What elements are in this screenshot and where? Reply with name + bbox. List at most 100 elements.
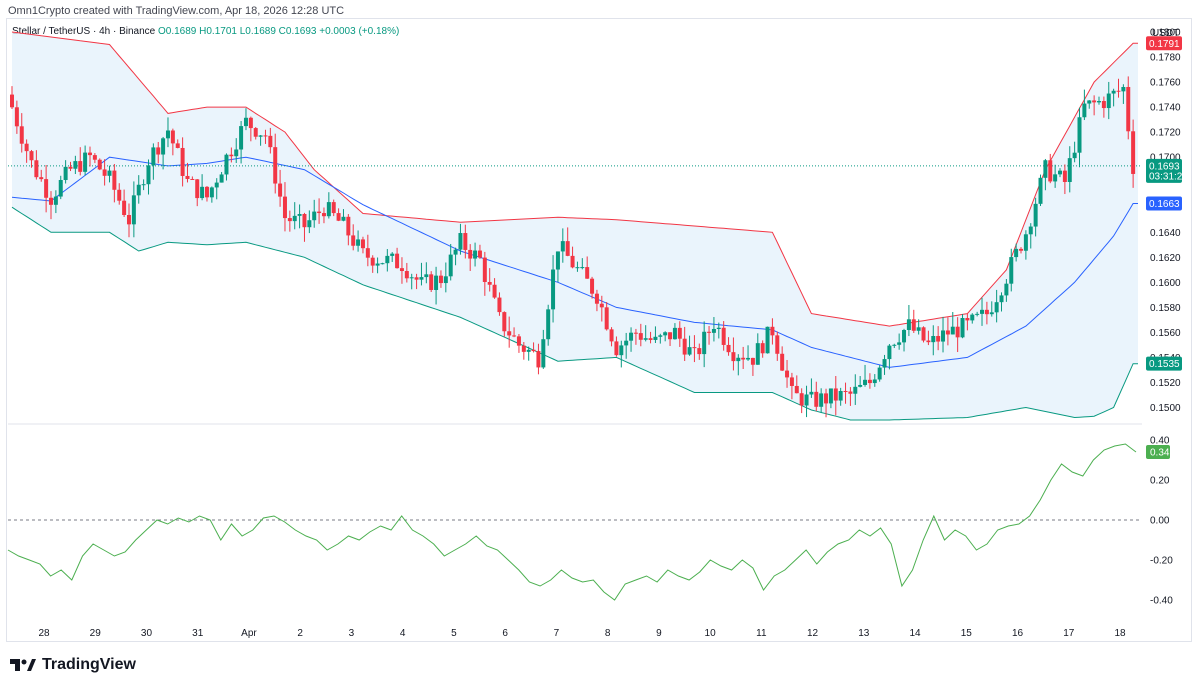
price-tag <box>1146 36 1182 51</box>
candle <box>1092 100 1097 103</box>
candle <box>385 255 390 264</box>
candle <box>200 186 205 199</box>
candle <box>867 379 872 384</box>
candle <box>624 340 629 346</box>
candle <box>102 169 107 176</box>
candle <box>1009 257 1014 284</box>
candle <box>775 335 780 354</box>
candle <box>575 267 580 269</box>
price-tag-label: 0.1535 <box>1149 359 1180 370</box>
candle <box>297 213 302 216</box>
price-tag-label: 0.1693 <box>1149 161 1180 172</box>
candle <box>39 177 44 180</box>
chart-frame <box>6 18 1192 642</box>
oscillator-axis-label: -0.40 <box>1150 596 1173 607</box>
time-axis-label: 10 <box>705 628 717 639</box>
candle <box>1106 93 1111 109</box>
candle <box>214 182 219 188</box>
candle <box>234 149 239 157</box>
candle <box>687 347 692 355</box>
candle <box>1087 100 1092 104</box>
time-axis-label: 17 <box>1063 628 1075 639</box>
candle <box>1111 90 1116 94</box>
candle <box>380 263 385 265</box>
candle <box>497 297 502 313</box>
candle <box>317 211 322 214</box>
price-tag-label: 0.1663 <box>1149 199 1180 210</box>
candle <box>239 126 244 150</box>
candle <box>1126 86 1131 132</box>
candle <box>112 170 117 190</box>
candle <box>1082 103 1087 118</box>
candle <box>560 241 565 252</box>
oscillator-value-label: 0.34 <box>1150 448 1170 459</box>
candle <box>365 248 370 258</box>
candle <box>911 319 916 331</box>
candle <box>107 170 112 176</box>
price-tag-label: 0.1791 <box>1149 39 1180 50</box>
candle <box>83 152 88 172</box>
candle <box>68 166 73 169</box>
candle <box>258 135 263 137</box>
candle <box>721 327 726 345</box>
candle <box>204 186 209 198</box>
candle <box>458 233 463 250</box>
oscillator-axis-label: 0.40 <box>1150 436 1170 447</box>
candle <box>731 352 736 362</box>
candle <box>765 326 770 354</box>
candle <box>351 235 356 246</box>
candle <box>146 165 151 185</box>
time-axis-label: 12 <box>807 628 819 639</box>
price-axis-label: 0.1760 <box>1150 78 1181 89</box>
candle <box>677 327 682 339</box>
candle <box>248 117 253 129</box>
time-axis-label: 29 <box>90 628 102 639</box>
candle <box>887 345 892 360</box>
candle <box>653 336 658 340</box>
tradingview-logo[interactable]: TradingView <box>10 656 136 674</box>
candle <box>599 303 604 308</box>
candle <box>755 343 760 365</box>
price-axis-label: 0.1720 <box>1150 128 1181 139</box>
candle <box>502 312 507 332</box>
candle <box>565 241 570 256</box>
candle <box>590 278 595 294</box>
candle <box>872 379 877 384</box>
time-axis-label: 18 <box>1114 628 1126 639</box>
time-axis-label: 28 <box>38 628 50 639</box>
candle <box>1116 90 1121 92</box>
price-axis-label: 0.1780 <box>1150 53 1181 64</box>
candle <box>229 154 234 157</box>
candle <box>663 332 668 336</box>
candle <box>1077 117 1082 153</box>
price-axis-label: 0.1620 <box>1150 253 1181 264</box>
candle <box>785 370 790 378</box>
candle <box>34 160 39 178</box>
tradingview-brand: TradingView <box>42 656 136 673</box>
candle <box>858 384 863 387</box>
candle <box>604 307 609 330</box>
candle <box>24 143 29 152</box>
candle <box>828 388 833 404</box>
candle <box>736 357 741 362</box>
oscillator-axis-label: -0.20 <box>1150 556 1173 567</box>
oscillator-axis-label: 0.20 <box>1150 476 1170 487</box>
candle <box>370 257 375 266</box>
candle <box>633 332 638 334</box>
candle <box>209 187 214 198</box>
candle <box>482 257 487 282</box>
candle <box>278 183 283 197</box>
oscillator-line <box>7 443 1137 601</box>
candle <box>243 117 248 127</box>
candle <box>789 377 794 386</box>
candle <box>434 275 439 290</box>
price-axis-label: 0.1800 <box>1150 28 1181 39</box>
candle <box>658 335 663 337</box>
candle <box>424 274 429 278</box>
bollinger-basis-line <box>11 156 1138 368</box>
candle <box>541 339 546 368</box>
candle <box>507 331 512 336</box>
candle <box>487 281 492 285</box>
candle <box>1072 152 1077 159</box>
